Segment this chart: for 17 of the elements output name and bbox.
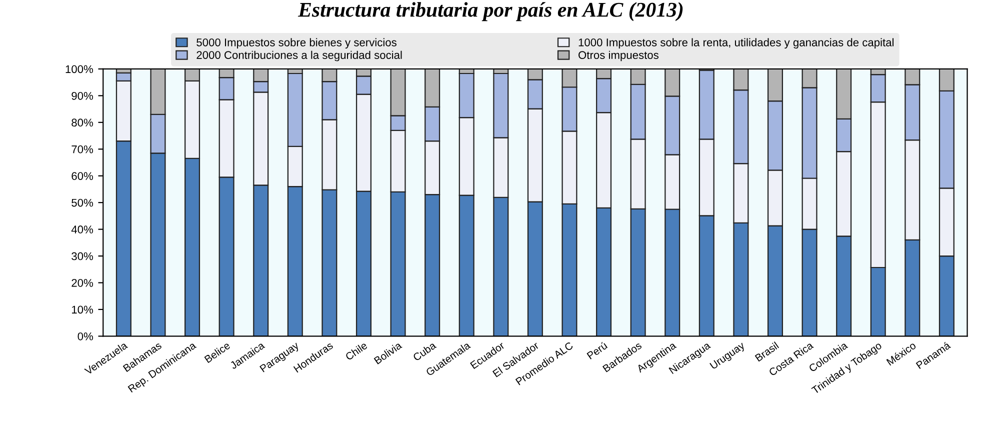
y-tick-label: 40% (71, 226, 93, 234)
legend-label: 2000 Contribuciones a la seguridad social (196, 50, 402, 62)
legend-label: Otros impuestos (578, 50, 658, 62)
legend-label: 1000 Impuestos sobre la renta, utilidades y ganancias de capital (578, 38, 894, 49)
y-tick-label: 30% (72, 252, 93, 260)
legend-label: 5000 Impuestos sobre bienes y servicios (196, 38, 396, 49)
chart-title: Estructura tributaria por país en ALC (2013) (298, 2, 683, 22)
y-tick-label: 80% (72, 118, 93, 127)
x-tick-label: Chile (344, 341, 368, 361)
y-tick-label: 0% (78, 332, 93, 340)
y-tick-label: 100% (66, 65, 93, 74)
y-tick-label: 90% (72, 92, 93, 100)
y-tick-label: 70% (72, 145, 93, 154)
y-tick-label: 20% (72, 279, 93, 287)
y-tick-label: 60% (72, 172, 93, 180)
y-tick-label: 10% (72, 306, 93, 314)
y-tick-label: 50% (72, 198, 93, 207)
